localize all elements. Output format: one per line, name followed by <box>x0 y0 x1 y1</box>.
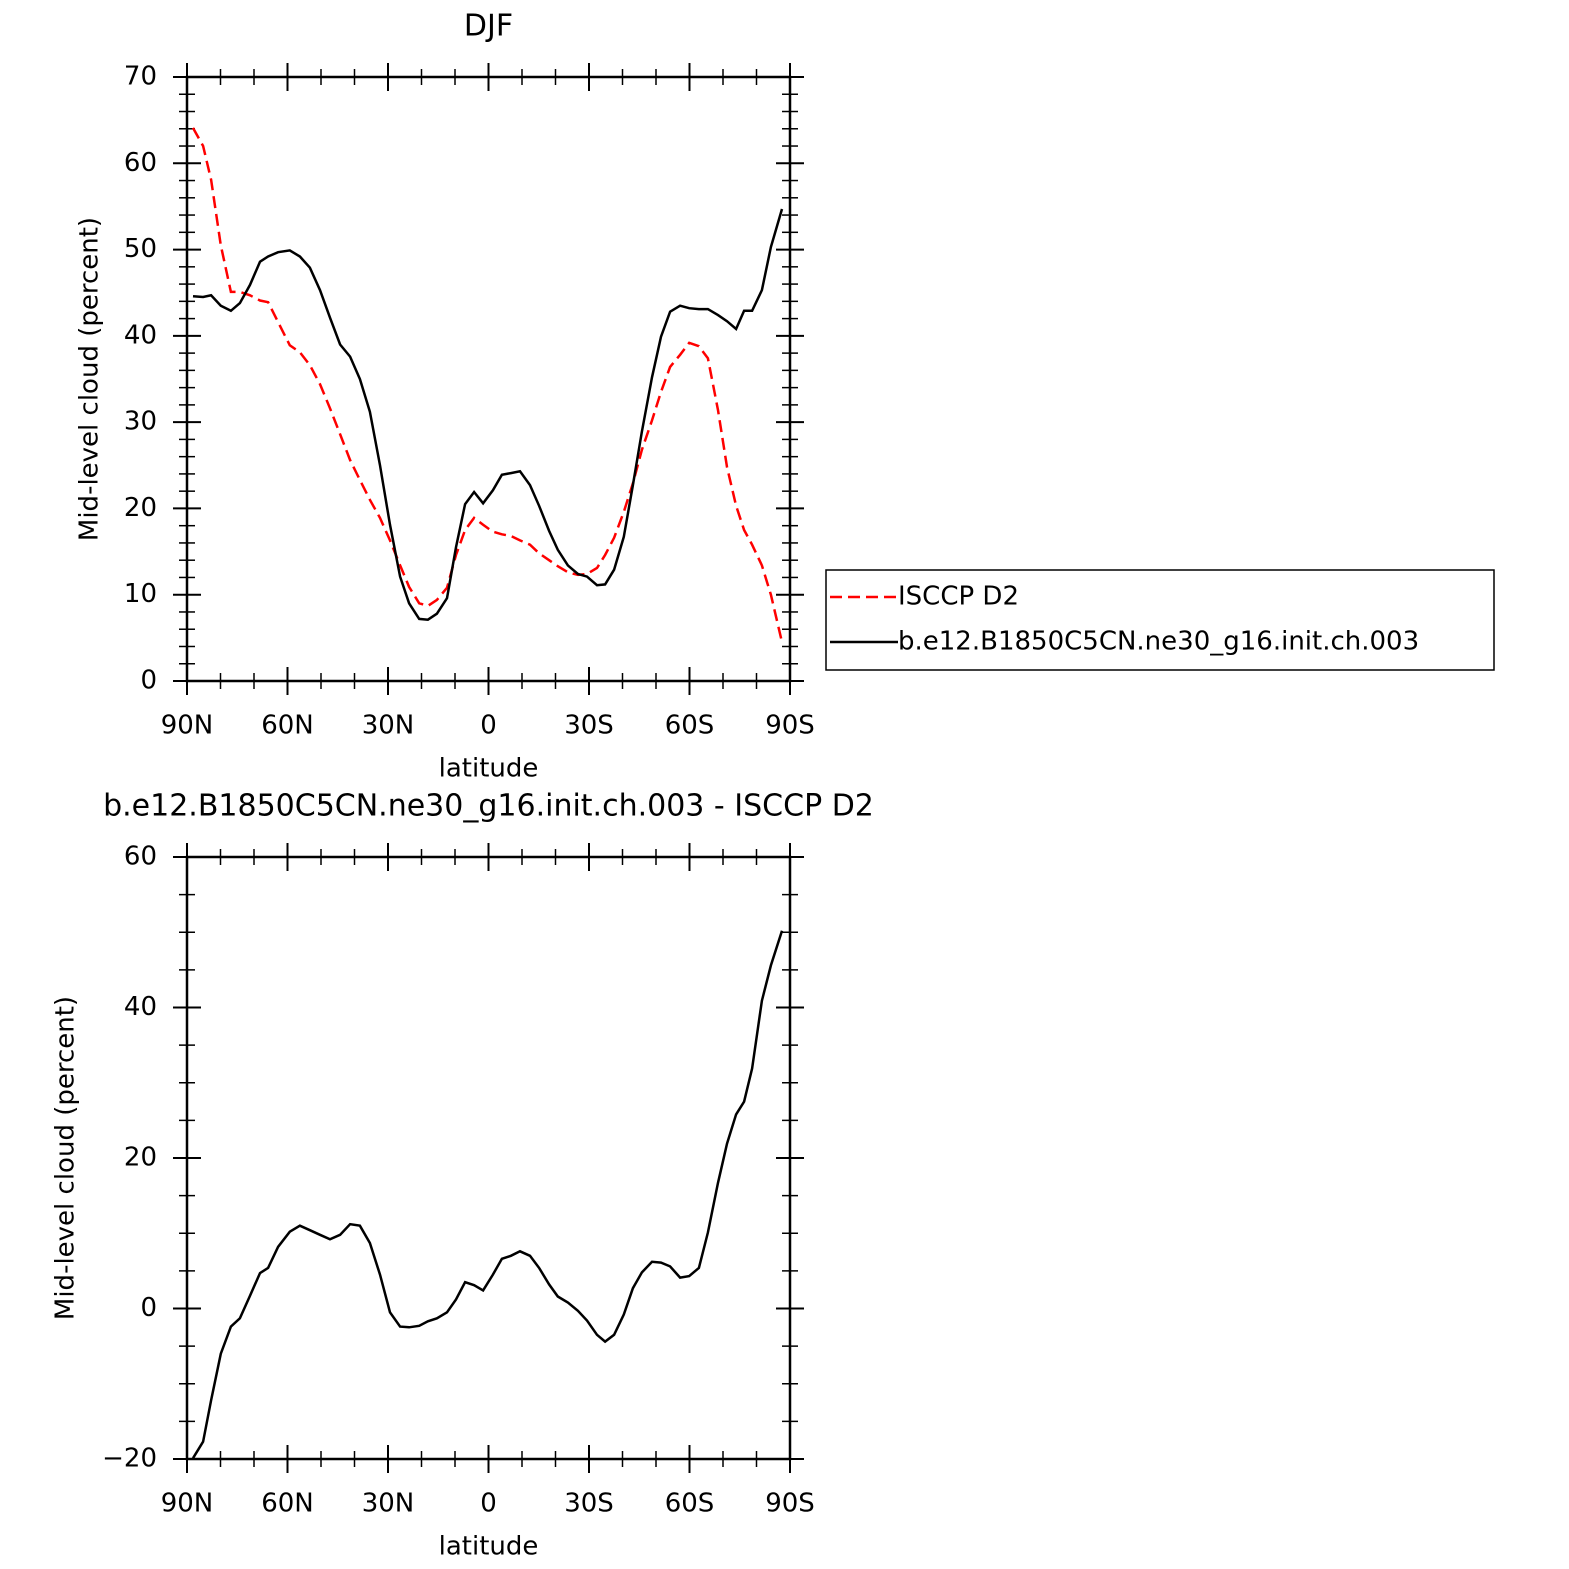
legend-label: b.e12.B1850C5CN.ne30_g16.init.ch.003 <box>898 627 1419 657</box>
x-tick-label: 90S <box>765 711 815 741</box>
plot-frame <box>185 855 792 1461</box>
y-tick-label: 50 <box>124 234 157 264</box>
y-tick-label: 20 <box>124 1143 157 1173</box>
y-tick-label: 70 <box>124 62 157 92</box>
x-tick-label: 60S <box>665 711 715 741</box>
chart-title: b.e12.B1850C5CN.ne30_g16.init.ch.003 - I… <box>103 789 874 824</box>
y-tick-label: 20 <box>124 493 157 523</box>
x-tick-label: 30S <box>564 1489 614 1519</box>
x-tick-label: 60S <box>665 1489 715 1519</box>
data-line <box>191 127 784 643</box>
x-axis-label: latitude <box>439 1532 539 1562</box>
y-axis-label: Mid-level cloud (percent) <box>51 996 81 1320</box>
y-tick-label: 40 <box>124 992 157 1022</box>
y-tick-label: 30 <box>124 407 157 437</box>
x-axis-label: latitude <box>439 754 539 784</box>
y-tick-label: 60 <box>124 148 157 178</box>
x-tick-label: 30N <box>362 1489 415 1519</box>
y-tick-label: 0 <box>140 1293 157 1323</box>
y-tick-label: 0 <box>140 666 157 696</box>
y-axis-label: Mid-level cloud (percent) <box>75 217 105 541</box>
legend-label: ISCCP D2 <box>898 582 1019 612</box>
y-tick-label: 40 <box>124 320 157 350</box>
plot-frame <box>185 75 792 683</box>
data-line <box>192 208 784 621</box>
chart-title: DJF <box>464 9 513 44</box>
x-tick-label: 0 <box>480 711 497 741</box>
x-tick-label: 90N <box>161 711 214 741</box>
x-tick-label: 0 <box>480 1489 497 1519</box>
y-tick-label: −20 <box>102 1444 157 1474</box>
x-tick-label: 30S <box>564 711 614 741</box>
x-tick-label: 90N <box>161 1489 214 1519</box>
y-tick-label: 60 <box>124 842 157 872</box>
x-tick-label: 60N <box>261 1489 314 1519</box>
legend-box <box>825 569 1495 671</box>
x-tick-label: 30N <box>362 711 415 741</box>
x-tick-label: 60N <box>261 711 314 741</box>
data-line <box>191 930 784 1459</box>
x-tick-label: 90S <box>765 1489 815 1519</box>
y-tick-label: 10 <box>124 579 157 609</box>
